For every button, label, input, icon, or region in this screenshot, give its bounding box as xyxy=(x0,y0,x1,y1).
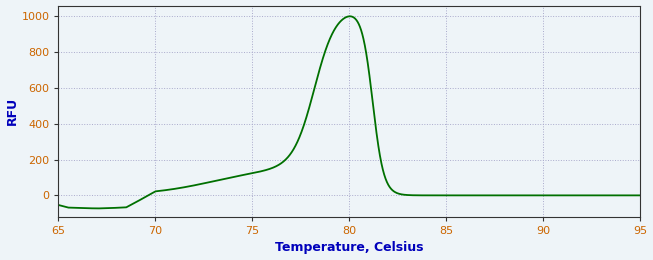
X-axis label: Temperature, Celsius: Temperature, Celsius xyxy=(275,242,424,255)
Y-axis label: RFU: RFU xyxy=(6,97,18,125)
